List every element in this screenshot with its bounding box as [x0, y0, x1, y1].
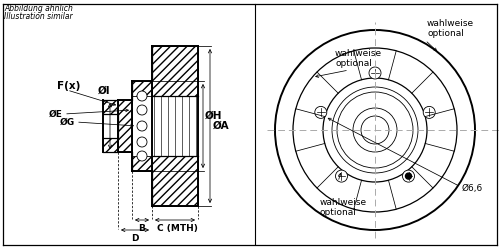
Circle shape — [137, 137, 147, 147]
Text: wahlweise
optional: wahlweise optional — [335, 49, 382, 68]
Text: C (MTH): C (MTH) — [156, 224, 198, 233]
Text: ØG: ØG — [60, 118, 75, 126]
Circle shape — [137, 105, 147, 115]
Polygon shape — [118, 100, 132, 152]
Text: Illustration similar: Illustration similar — [4, 12, 72, 21]
Circle shape — [137, 151, 147, 161]
Polygon shape — [152, 46, 198, 96]
Circle shape — [369, 67, 381, 79]
Text: ØA: ØA — [213, 121, 230, 131]
Polygon shape — [103, 100, 118, 114]
Text: B: B — [138, 224, 145, 233]
Circle shape — [361, 116, 389, 144]
Polygon shape — [103, 138, 118, 152]
Text: D: D — [131, 234, 139, 243]
Text: wahlweise
optional: wahlweise optional — [320, 198, 367, 217]
Text: ØH: ØH — [205, 111, 222, 121]
Circle shape — [315, 106, 327, 118]
Text: wahlweise
optional: wahlweise optional — [427, 19, 474, 38]
Text: ØE: ØE — [49, 110, 63, 119]
Text: Abbildung ähnlich: Abbildung ähnlich — [4, 4, 73, 13]
Circle shape — [137, 91, 147, 101]
Text: Ø6,6: Ø6,6 — [462, 184, 483, 192]
Text: ØI: ØI — [98, 86, 110, 96]
Polygon shape — [132, 81, 152, 96]
Circle shape — [406, 173, 411, 179]
Circle shape — [423, 106, 435, 118]
Circle shape — [336, 170, 347, 182]
Polygon shape — [152, 156, 198, 206]
Polygon shape — [132, 156, 152, 171]
Text: F(x): F(x) — [57, 81, 80, 91]
Circle shape — [137, 121, 147, 131]
Circle shape — [402, 170, 414, 182]
